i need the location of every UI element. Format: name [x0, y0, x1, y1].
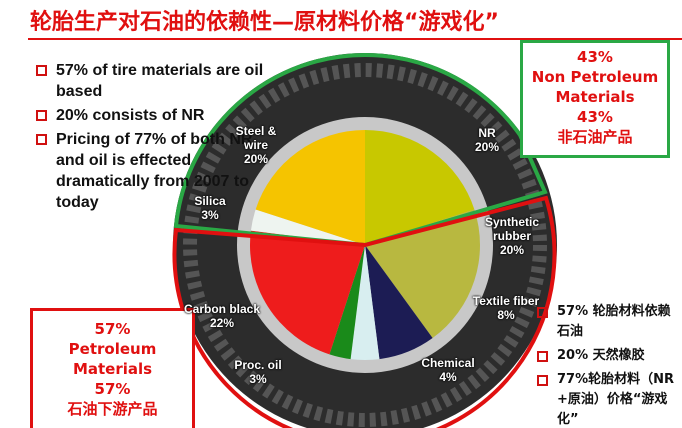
bullet: 77%轮胎材料（NR +原油）价格“游戏化”	[535, 370, 680, 428]
pie-slice	[365, 130, 475, 245]
box-line: 石油下游产品	[67, 400, 158, 418]
slice-label: NR 20%	[447, 126, 527, 154]
slice-label: Proc. oil 3%	[218, 358, 298, 386]
bullet: 57% of tire materials are oil based	[34, 60, 279, 102]
slice-value: 22%	[209, 316, 235, 330]
box-line: 非石油产品	[557, 128, 633, 146]
pie-slice	[350, 245, 380, 361]
bullet: 20% 天然橡胶	[535, 346, 680, 366]
slice-name: Steel & wire	[235, 124, 277, 152]
non-petroleum-box: 43% Non Petroleum Materials 43% 非石油产品	[520, 40, 670, 158]
title: 轮胎生产对石油的依赖性—原材料价格“游戏化”	[30, 10, 499, 35]
slice-label: Chemical 4%	[408, 356, 488, 384]
slice-label: Synthetic rubber 20%	[481, 215, 543, 257]
slice-label: Carbon black 22%	[182, 302, 262, 330]
box-line: 43%	[577, 108, 613, 126]
box-line: Petroleum Materials	[68, 340, 157, 378]
slice-value: 3%	[201, 208, 219, 222]
box-line: Non Petroleum Materials	[531, 68, 659, 106]
pie-slice	[365, 245, 433, 360]
box-line: 57%	[94, 320, 131, 338]
non-petroleum-outline	[173, 52, 548, 248]
slice-value: 20%	[243, 152, 269, 166]
bullet: 57% 轮胎材料依赖石油	[535, 302, 680, 342]
slice-value: 8%	[497, 308, 515, 322]
slice-label: Textile fiber 8%	[466, 294, 546, 322]
slice-name: Chemical	[421, 356, 475, 370]
tire-tread	[183, 63, 547, 427]
pie-slice	[365, 209, 480, 339]
right-bullets: 57% 轮胎材料依赖石油 20% 天然橡胶 77%轮胎材料（NR +原油）价格“…	[535, 302, 680, 428]
slice-name: NR	[478, 126, 496, 140]
slice-value: 20%	[499, 243, 525, 257]
slice-name: Synthetic rubber	[484, 215, 539, 243]
pie-slice	[249, 230, 365, 355]
box-line: 57%	[94, 380, 131, 398]
bullet: 20% consists of NR	[34, 105, 279, 126]
slice-label: Silica 3%	[170, 194, 250, 222]
petroleum-box: 57% Petroleum Materials 57% 石油下游产品	[30, 308, 195, 428]
slice-name: Proc. oil	[234, 358, 282, 372]
left-bullets: 57% of tire materials are oil based 20% …	[34, 60, 279, 216]
box-line: 43%	[577, 48, 613, 66]
slice-value: 4%	[439, 370, 457, 384]
slice-name: Textile fiber	[472, 294, 540, 308]
pie-slice	[329, 245, 365, 360]
slice-value: 20%	[474, 140, 500, 154]
title-rule	[28, 38, 682, 40]
slice-value: 3%	[249, 372, 267, 386]
slice-label: Steel & wire 20%	[225, 124, 287, 166]
slice-name: Carbon black	[183, 302, 261, 316]
pie-slice	[255, 130, 365, 245]
bullet: Pricing of 77% of both NR and oil is eff…	[34, 129, 279, 213]
pie-slice	[250, 209, 365, 245]
slice-name: Silica	[194, 194, 226, 208]
